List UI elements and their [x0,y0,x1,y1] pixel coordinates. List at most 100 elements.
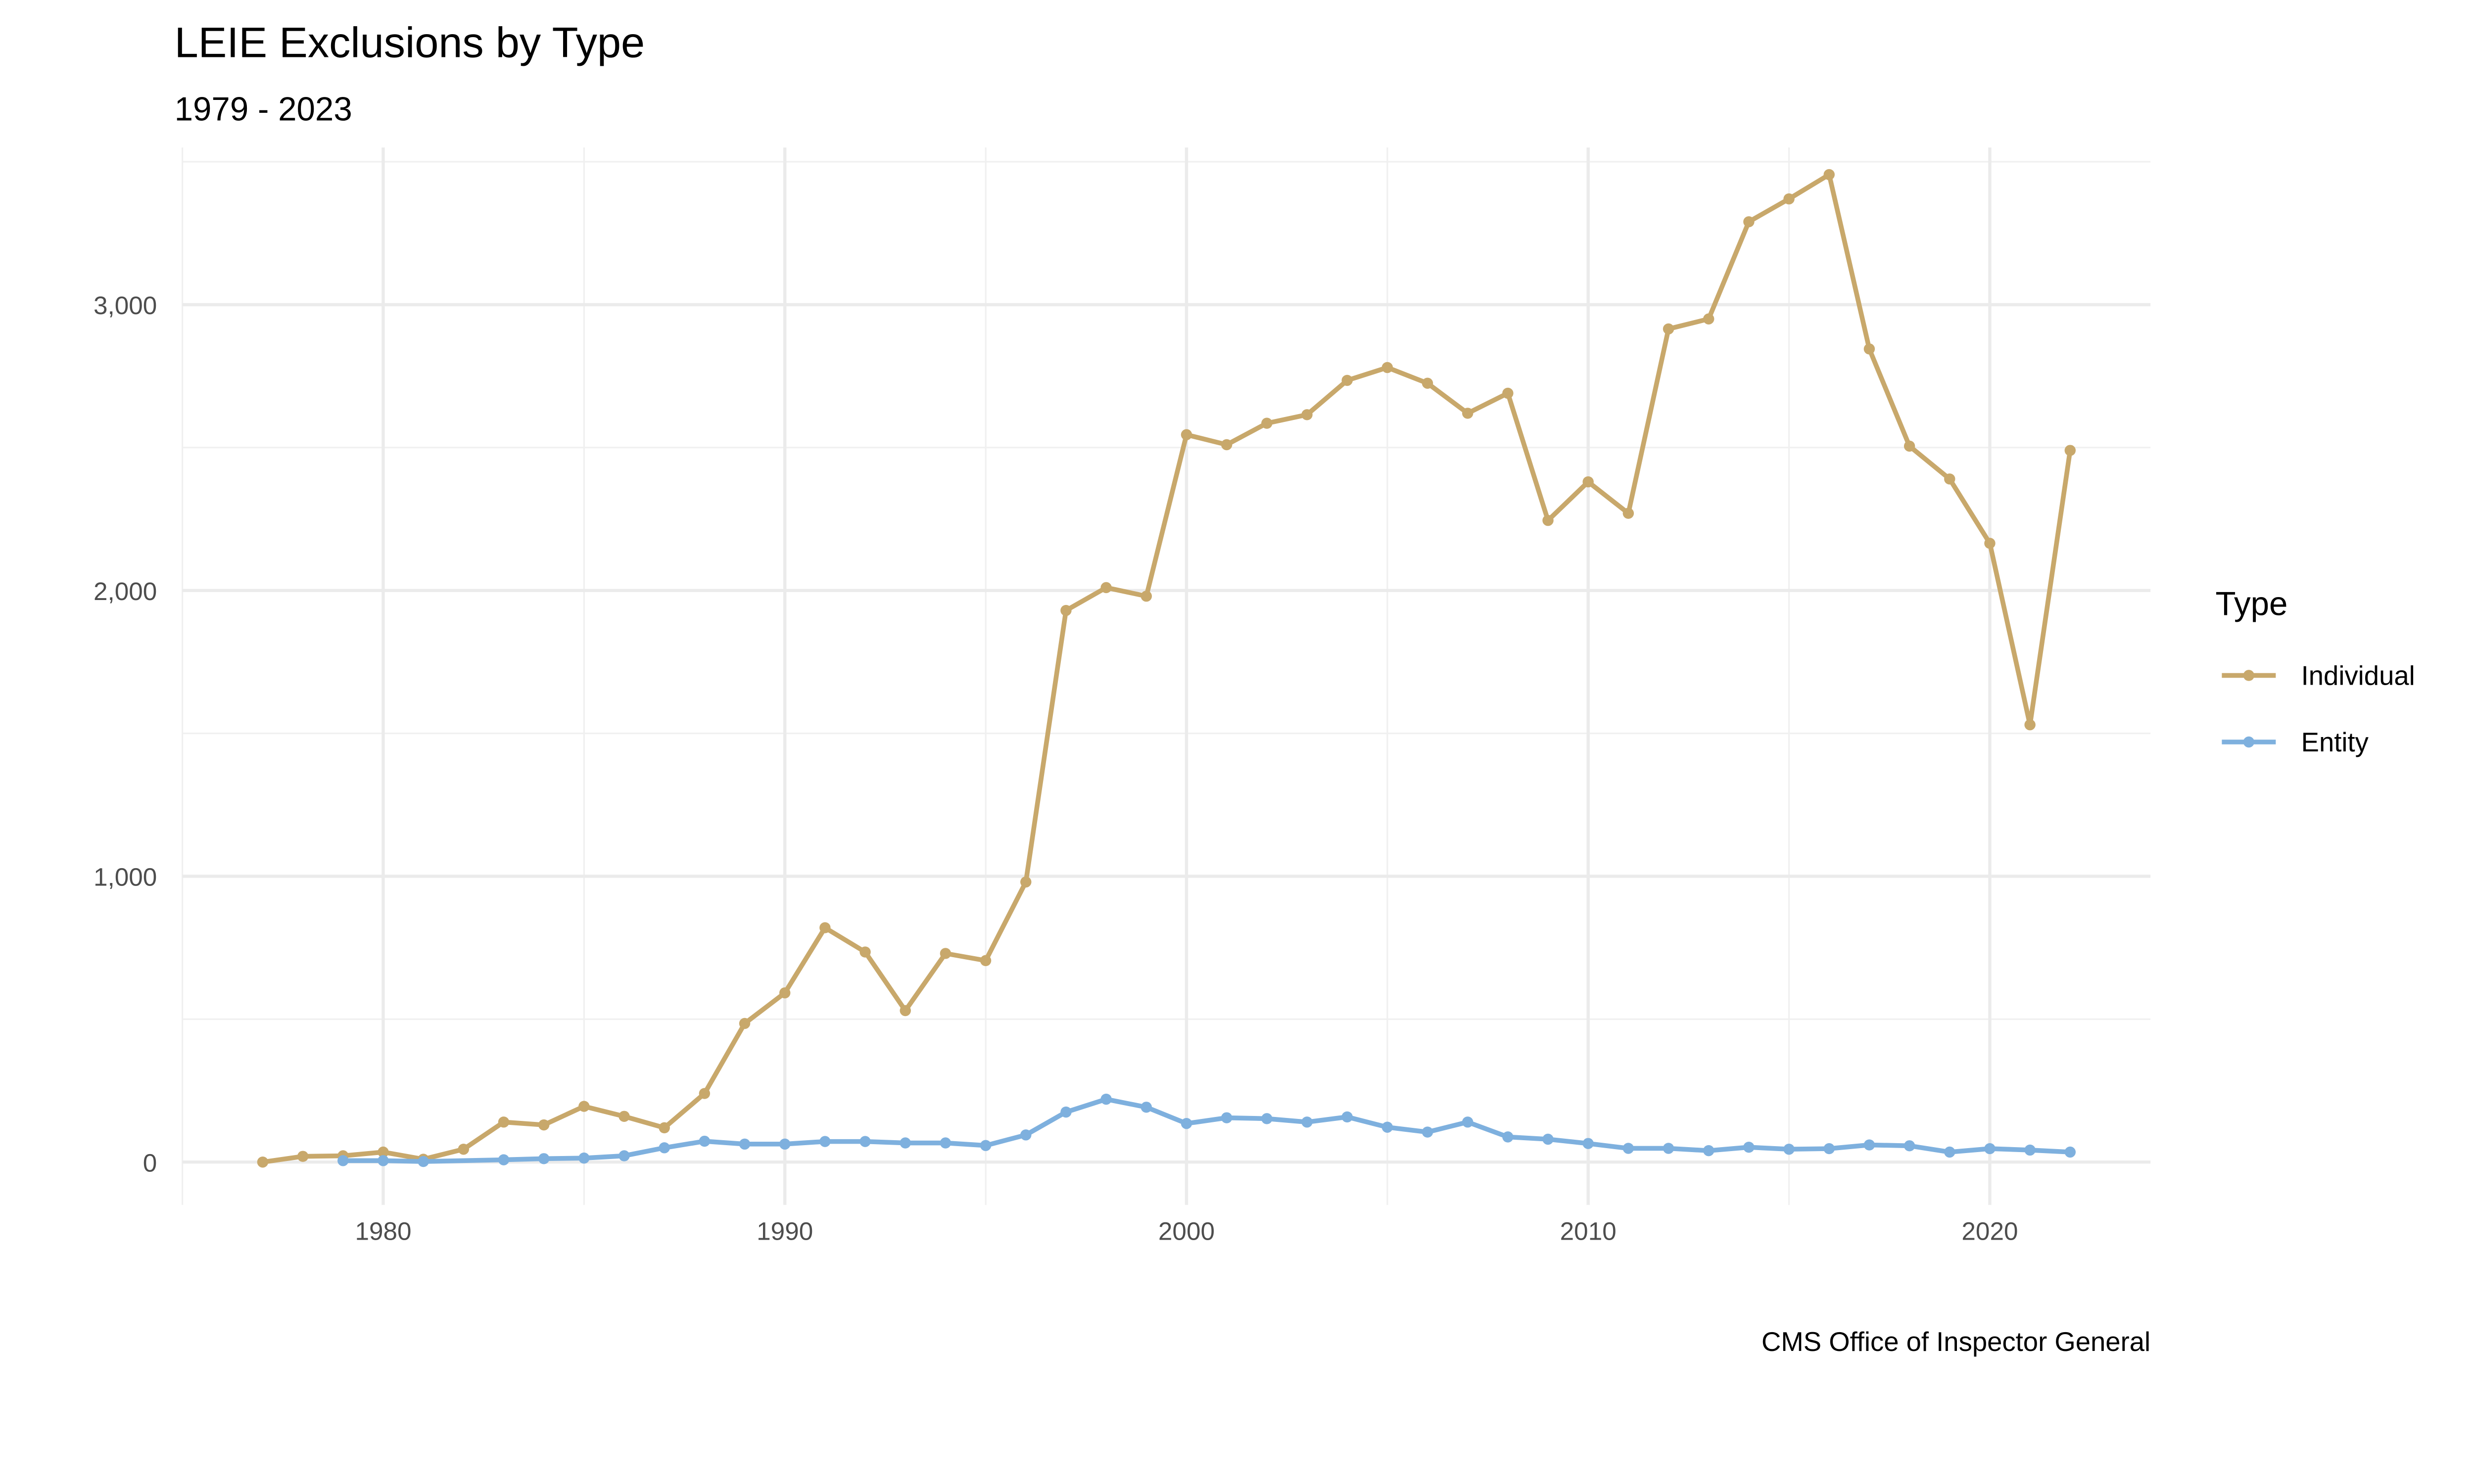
data-point [1984,1143,1996,1155]
data-point [1221,439,1233,451]
chart-caption: CMS Office of Inspector General [1761,1327,2150,1357]
data-point [980,1140,992,1151]
y-tick-label: 3,000 [94,291,157,320]
data-point [779,987,791,999]
data-point [2024,1144,2036,1156]
data-point [257,1157,269,1168]
data-point [1141,1102,1152,1113]
legend-item: Individual [2222,661,2415,691]
data-point [1381,362,1393,373]
data-point [1582,476,1594,488]
data-point [1542,1133,1554,1145]
data-point [618,1111,630,1122]
data-point [1261,417,1273,429]
data-point [1743,216,1755,228]
data-point [1422,1126,1433,1138]
data-point [1381,1121,1393,1133]
data-point [1703,1145,1714,1157]
data-point [819,922,831,933]
data-point [1903,440,1915,452]
data-point [1863,1139,1875,1151]
data-point [1301,1116,1313,1128]
data-point [980,955,992,967]
data-point [1502,1131,1514,1143]
data-point [1783,193,1795,205]
data-point [2064,445,2076,456]
data-point [1783,1144,1795,1155]
x-tick-label: 1990 [757,1217,813,1245]
series-layer [257,169,2076,1168]
data-point [458,1144,470,1155]
data-point [739,1138,751,1150]
data-point [1020,1129,1032,1141]
grid [181,147,2151,1205]
data-point [1582,1138,1594,1149]
y-tick-label: 1,000 [94,863,157,891]
data-point [1060,1106,1072,1118]
data-point [1903,1140,1915,1152]
data-point [1863,343,1875,355]
series-individual [257,169,2076,1168]
data-point [1984,538,1996,549]
data-point [1823,169,1835,181]
legend-key-point [2243,670,2255,681]
data-point [1221,1112,1233,1123]
data-point [1462,408,1474,419]
data-point [378,1155,389,1166]
y-tick-label: 0 [143,1149,157,1177]
x-tick-label: 1980 [355,1217,411,1245]
legend-label: Individual [2301,661,2415,691]
data-point [1622,1143,1634,1154]
data-point [819,1136,831,1147]
legend-key-point [2243,736,2255,748]
data-point [1823,1143,1835,1155]
data-point [859,1136,871,1147]
data-point [1944,1146,1955,1158]
data-point [1663,1143,1674,1154]
legend: Type Individual Entity [2216,586,2415,758]
data-point [659,1142,670,1154]
data-point [1944,473,1955,485]
data-point [1622,508,1634,519]
series-entity [337,1093,2076,1167]
data-point [1341,1111,1353,1123]
data-point [1663,323,1674,335]
data-point [940,948,952,959]
data-point [1462,1116,1474,1128]
legend-title: Type [2216,586,2288,623]
data-point [1141,590,1152,602]
data-point [659,1122,670,1134]
data-point [578,1152,590,1164]
data-point [1341,374,1353,386]
legend-label: Entity [2301,727,2369,757]
data-point [498,1154,510,1165]
data-point [1181,429,1192,440]
x-tick-label: 2000 [1158,1217,1215,1245]
series-line [262,172,2073,1164]
data-point [538,1119,550,1131]
data-point [1301,409,1313,420]
data-point [859,946,871,958]
data-point [1743,1141,1755,1153]
data-point [1020,876,1032,888]
data-point [699,1088,711,1099]
legend-item: Entity [2222,727,2369,757]
data-point [900,1137,911,1149]
data-point [1100,582,1112,594]
data-point [779,1138,791,1150]
data-point [699,1135,711,1147]
data-point [2064,1146,2076,1158]
line-chart: LEIE Exclusions by Type 1979 - 2023 1980… [94,19,2415,1357]
chart-subtitle: 1979 - 2023 [175,91,352,128]
data-point [739,1018,751,1029]
data-point [1502,387,1514,399]
data-point [900,1005,911,1017]
data-point [2024,719,2036,731]
data-point [498,1116,510,1128]
data-point [1181,1118,1192,1129]
x-tick-label: 2020 [1961,1217,2018,1245]
x-tick-label: 2010 [1560,1217,1617,1245]
data-point [1100,1093,1112,1105]
y-tick-label: 2,000 [94,577,157,605]
data-point [1261,1113,1273,1124]
